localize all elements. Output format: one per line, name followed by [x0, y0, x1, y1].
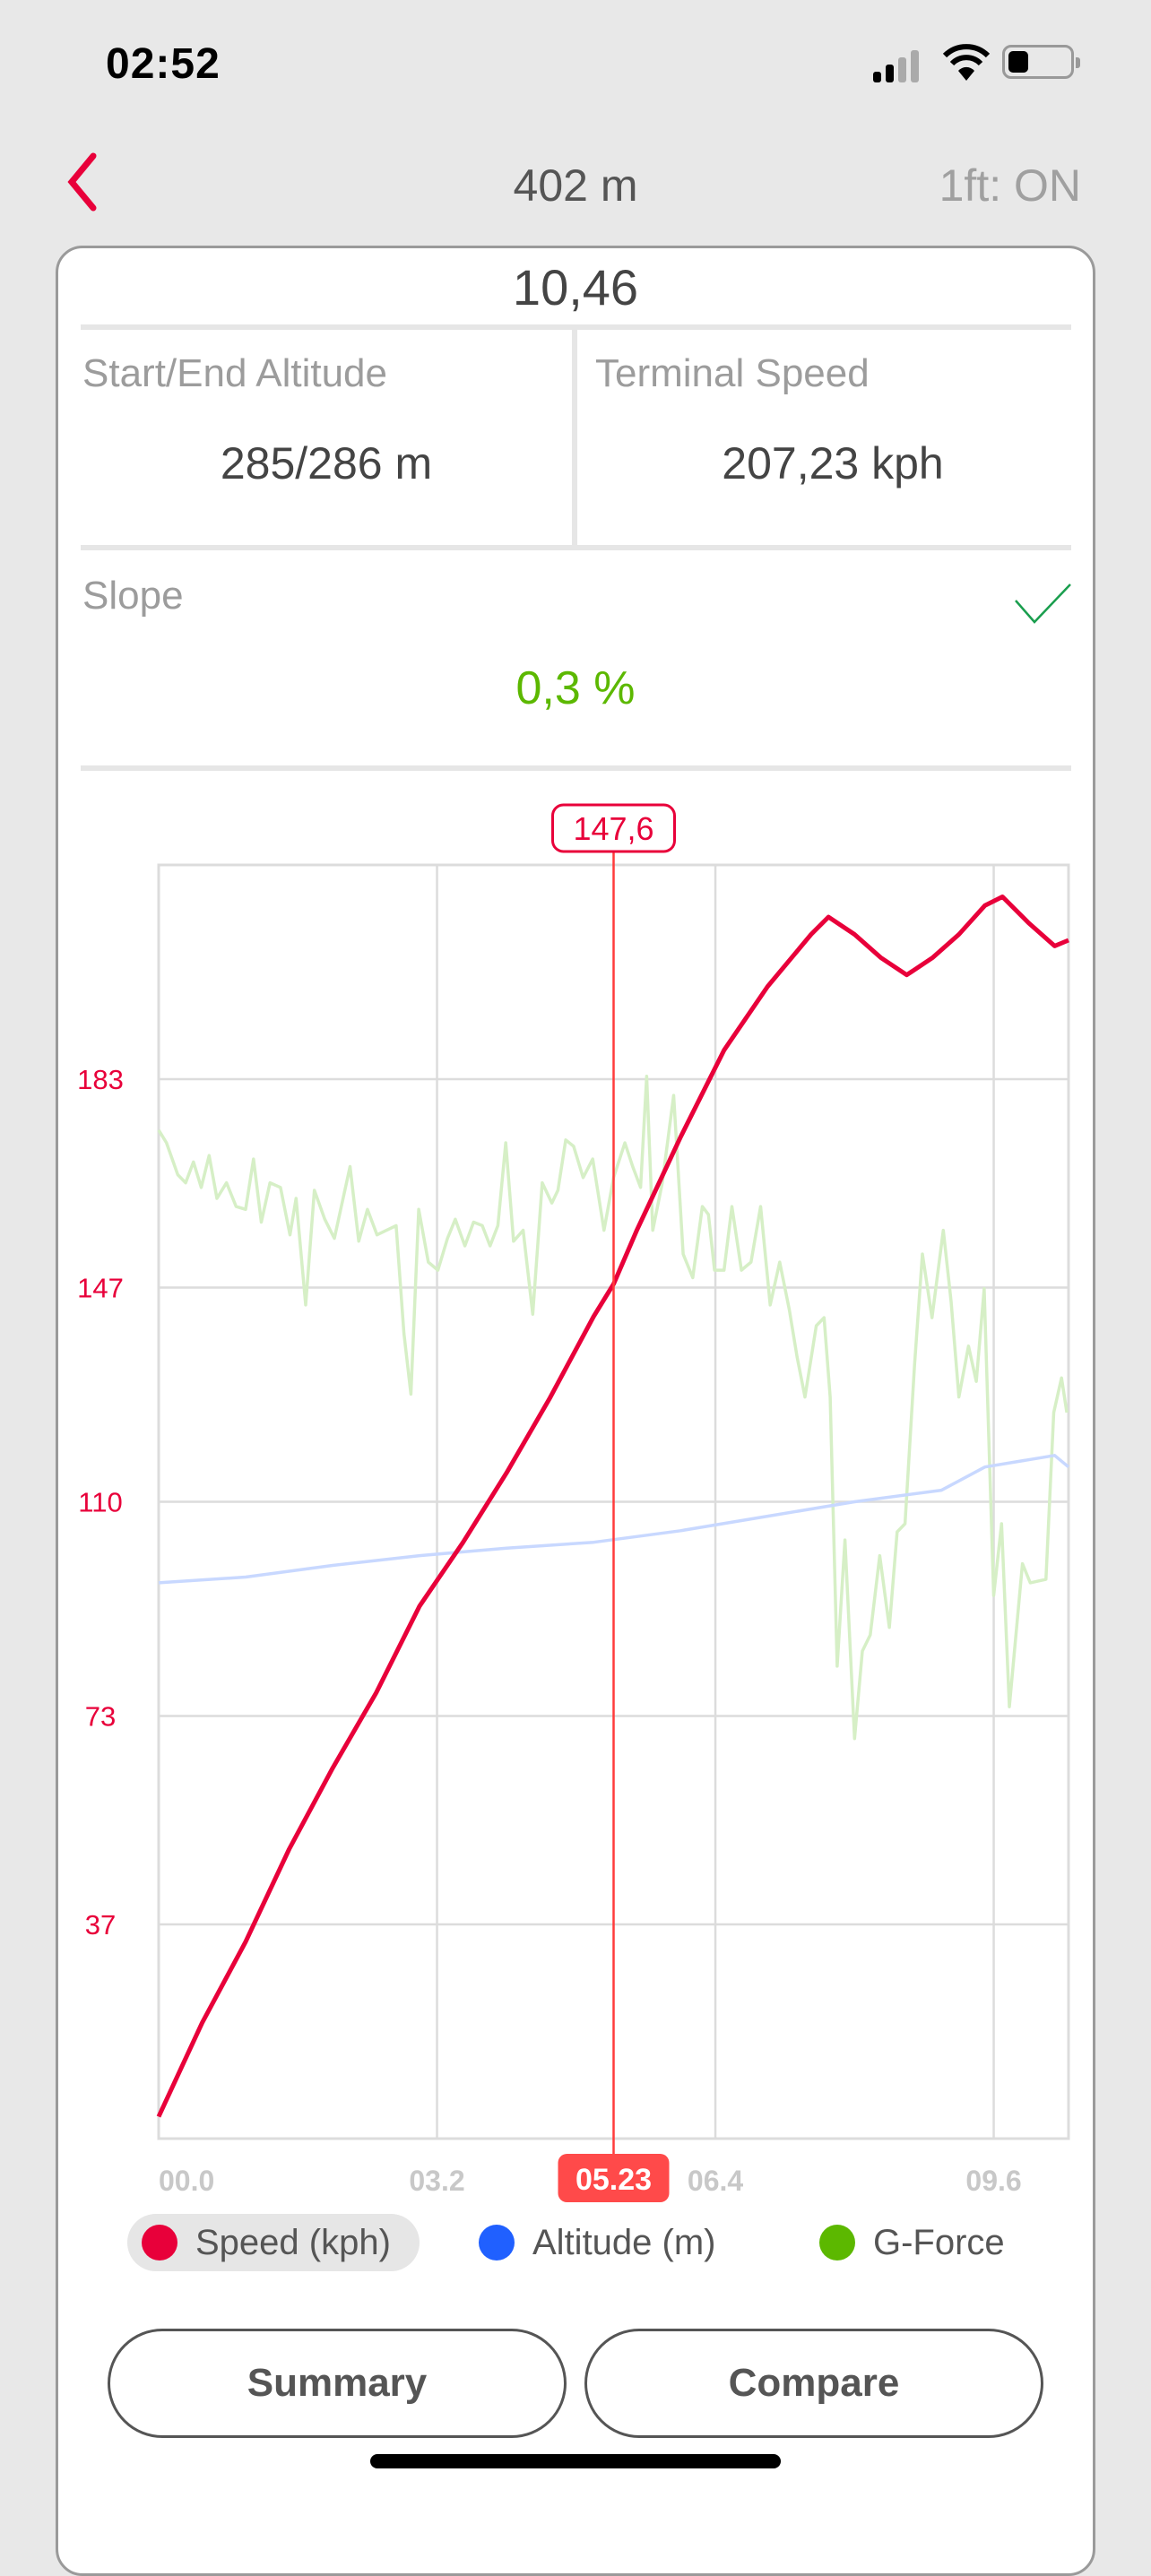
wifi-icon — [942, 44, 991, 81]
y-tick-label: 147 — [77, 1273, 124, 1304]
one-foot-toggle[interactable]: 1ft: ON — [939, 160, 1081, 211]
divider — [81, 545, 1071, 550]
x-tick-label: 06.4 — [688, 2165, 743, 2197]
legend-label: Altitude (m) — [532, 2222, 716, 2262]
altitude-dot-icon — [479, 2225, 515, 2260]
legend-altitude[interactable]: Altitude (m) — [479, 2214, 716, 2271]
legend-speed[interactable]: Speed (kph) — [127, 2214, 420, 2271]
legend-gforce[interactable]: G-Force — [819, 2214, 1005, 2271]
terminal-speed-label: Terminal Speed — [595, 351, 870, 395]
speed-dot-icon — [142, 2225, 177, 2260]
legend-label: Speed (kph) — [195, 2222, 391, 2262]
divider — [572, 330, 577, 549]
summary-button[interactable]: Summary — [108, 2329, 567, 2438]
back-button[interactable] — [61, 151, 106, 213]
y-tick-label: 37 — [85, 1909, 116, 1941]
legend-label: G-Force — [873, 2222, 1005, 2262]
checkmark-icon — [1015, 583, 1071, 624]
home-indicator — [370, 2454, 781, 2468]
x-tick-label: 00.0 — [159, 2165, 214, 2197]
terminal-speed-value: 207,23 kph — [722, 438, 944, 488]
divider — [81, 324, 1071, 330]
y-tick-label: 73 — [85, 1700, 116, 1732]
altitude-value: 285/286 m — [220, 438, 433, 488]
status-time: 02:52 — [106, 40, 221, 88]
cursor-x-badge — [558, 2154, 670, 2202]
y-tick-label: 110 — [78, 1487, 122, 1518]
series-line-speed-kph — [156, 895, 1069, 2118]
series-line-g-force — [157, 1075, 1069, 1741]
series-line-altitude-m — [158, 1454, 1070, 1585]
cursor-value-label: 147,6 — [573, 810, 653, 847]
divider — [81, 765, 1071, 771]
run-chart[interactable]: 37 73 110 147 183 00.0 03.2 06.4 09.6 147,6 05.23 — [0, 771, 1151, 2205]
slope-value: 0,3 % — [515, 662, 636, 714]
nav-title: 402 m — [513, 160, 638, 211]
slope-label: Slope — [82, 574, 184, 618]
y-tick-label: 183 — [77, 1064, 124, 1095]
run-duration: 10,46 — [512, 259, 639, 316]
x-tick-label: 09.6 — [965, 2165, 1021, 2197]
altitude-label: Start/End Altitude — [82, 351, 387, 395]
x-tick-label: 03.2 — [409, 2165, 464, 2197]
chevron-left-icon — [67, 152, 97, 212]
battery-icon — [1002, 45, 1080, 79]
cellular-signal-icon — [873, 50, 919, 82]
cursor-value-box — [551, 803, 676, 853]
cursor-x-label: 05.23 — [576, 2163, 652, 2197]
gforce-dot-icon — [819, 2225, 855, 2260]
compare-button[interactable]: Compare — [584, 2329, 1043, 2438]
